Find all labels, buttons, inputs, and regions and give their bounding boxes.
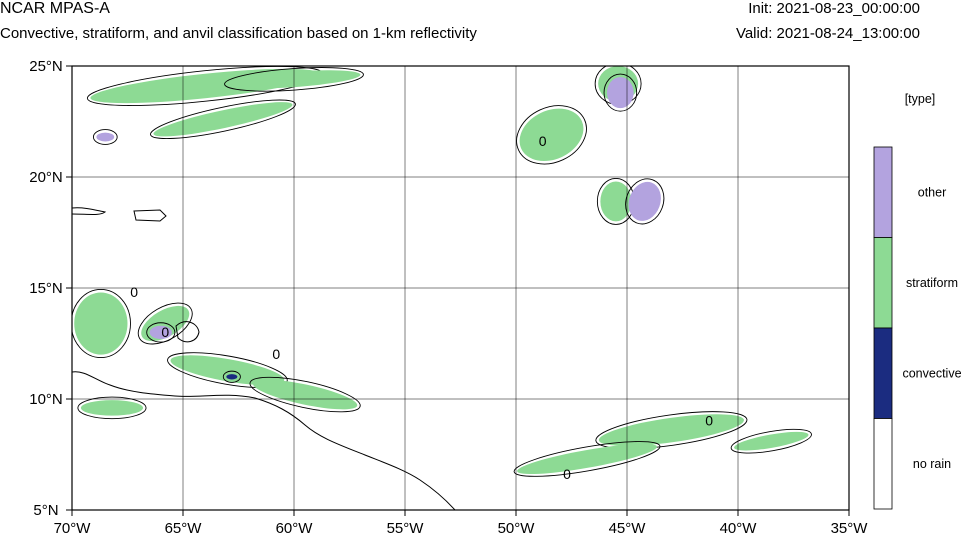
legend-item-label: no rain xyxy=(913,457,951,471)
legend-swatch xyxy=(873,237,893,329)
reflectivity-contour xyxy=(625,178,665,225)
island-outline-1 xyxy=(72,207,107,215)
init-time: Init: 2021-08-23_00:00:00 xyxy=(748,0,920,17)
precip-region-stratiform xyxy=(600,181,632,222)
lon-tick-label: 55°W xyxy=(387,520,425,537)
contour-label: 0 xyxy=(705,413,713,429)
lon-tick-label: 60°W xyxy=(276,520,314,537)
legend-swatch xyxy=(873,418,893,510)
lat-tick-label: 10°N xyxy=(29,391,63,408)
reflectivity-contour xyxy=(222,370,241,383)
precip-regions-layer xyxy=(72,66,812,477)
reflectivity-contour xyxy=(595,411,748,449)
contour-labels: 0 0 0 0 0 0 xyxy=(130,133,713,482)
reflectivity-contour xyxy=(603,73,638,112)
contour-label: 0 xyxy=(272,346,280,362)
reflectivity-contour xyxy=(730,428,812,454)
reflectivity-contour xyxy=(92,129,118,145)
contour-label: 0 xyxy=(161,324,169,340)
precip-region-stratiform xyxy=(598,414,744,446)
contour-label: 0 xyxy=(563,466,571,482)
reflectivity-contour xyxy=(224,67,364,92)
legend-item-label: convective xyxy=(902,366,961,380)
legend: [type] other stratiform convective no rain xyxy=(873,92,962,510)
lon-tick-label: 50°W xyxy=(498,520,536,537)
reflectivity-contour xyxy=(72,289,131,359)
figure-subtitle: Convective, stratiform, and anvil classi… xyxy=(0,25,477,42)
precip-region-stratiform xyxy=(734,431,809,451)
reflectivity-contour xyxy=(77,396,147,420)
lat-tick-label: 5°N xyxy=(33,502,58,519)
reflectivity-contour xyxy=(513,441,661,477)
lat-tick-label: 25°N xyxy=(29,58,63,75)
legend-swatch xyxy=(873,146,893,238)
lon-tick-label: 35°W xyxy=(831,520,869,537)
lon-tick-label: 70°W xyxy=(54,520,92,537)
precip-region-other xyxy=(96,132,115,142)
precip-region-stratiform xyxy=(74,292,128,355)
legend-item-label: stratiform xyxy=(906,276,958,290)
island-outline-2 xyxy=(133,209,167,222)
axis-ticks: 70°W 65°W 60°W 55°W 50°W 45°W 40°W 35°W 25°N 20°N… xyxy=(29,58,868,537)
precip-region-stratiform xyxy=(252,379,358,410)
valid-time: Valid: 2021-08-24_13:00:00 xyxy=(735,25,920,42)
figure-title: NCAR MPAS-A xyxy=(0,0,110,17)
lat-tick-label: 15°N xyxy=(29,280,63,297)
island-outline-3 xyxy=(175,321,200,343)
contour-label: 0 xyxy=(539,133,547,149)
reflectivity-contour xyxy=(249,376,361,413)
legend-swatch xyxy=(873,327,893,419)
lon-tick-label: 65°W xyxy=(165,520,203,537)
lon-tick-label: 40°W xyxy=(720,520,758,537)
map-grid xyxy=(72,66,849,510)
precip-region-other xyxy=(607,77,634,109)
lat-tick-label: 20°N xyxy=(29,169,63,186)
precip-region-convective xyxy=(226,374,238,380)
contour-label: 0 xyxy=(130,284,138,300)
reflectivity-contour xyxy=(150,99,296,140)
precip-region-stratiform xyxy=(170,355,285,385)
precip-region-stratiform xyxy=(519,108,584,162)
precip-region-stratiform xyxy=(517,443,658,475)
precip-region-other xyxy=(628,181,661,221)
reflectivity-contour xyxy=(146,322,176,343)
legend-item-label: other xyxy=(918,185,947,199)
precip-region-stratiform xyxy=(153,102,293,137)
legend-title: [type] xyxy=(905,92,936,106)
precip-region-stratiform xyxy=(80,400,144,416)
coastline-caribbean xyxy=(72,371,456,510)
reflectivity-contour xyxy=(137,302,193,345)
coastline-layer xyxy=(72,207,456,510)
reflectivity-contour xyxy=(516,105,587,165)
reflectivity-contour xyxy=(167,352,288,389)
lon-tick-label: 45°W xyxy=(609,520,647,537)
precip-region-other xyxy=(149,325,172,340)
